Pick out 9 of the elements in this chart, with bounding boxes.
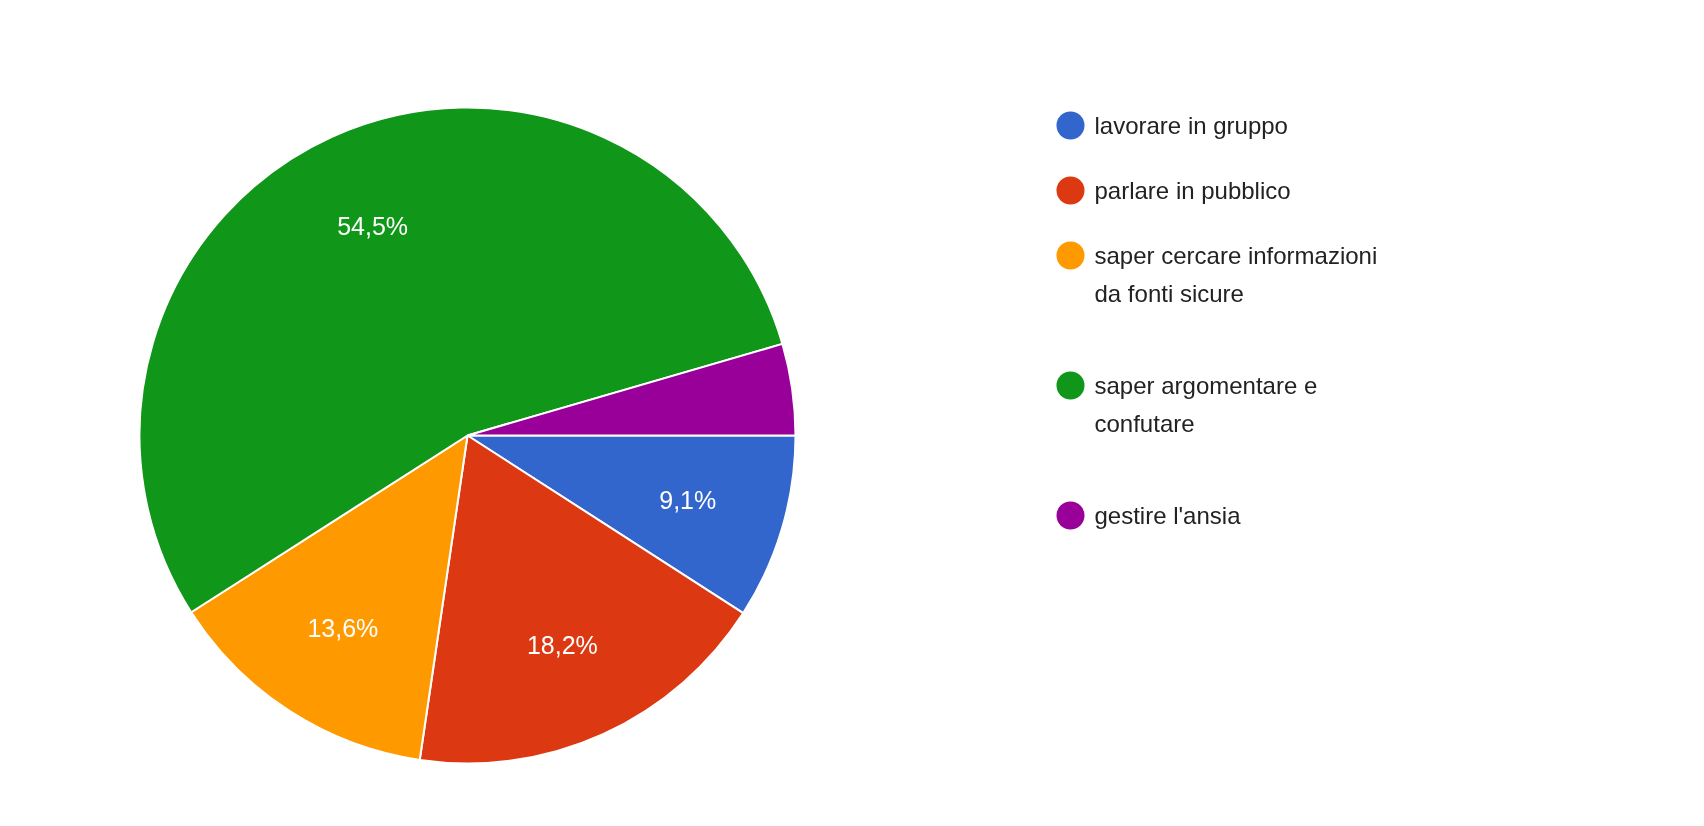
- legend-label: saper cercare informazioni da fonti sicure: [1094, 242, 1378, 307]
- legend-label: parlare in pubblico: [1094, 177, 1291, 204]
- legend-label: gestire l'ansia: [1094, 502, 1242, 529]
- legend-label: lavorare in gruppo: [1094, 112, 1288, 139]
- data-label: 13,6%: [307, 614, 379, 643]
- data-label: 54,5%: [337, 212, 409, 241]
- legend-label: saper argomentare e confutare: [1094, 372, 1318, 437]
- data-label: 18,2%: [526, 630, 598, 659]
- data-label: 9,1%: [659, 486, 717, 515]
